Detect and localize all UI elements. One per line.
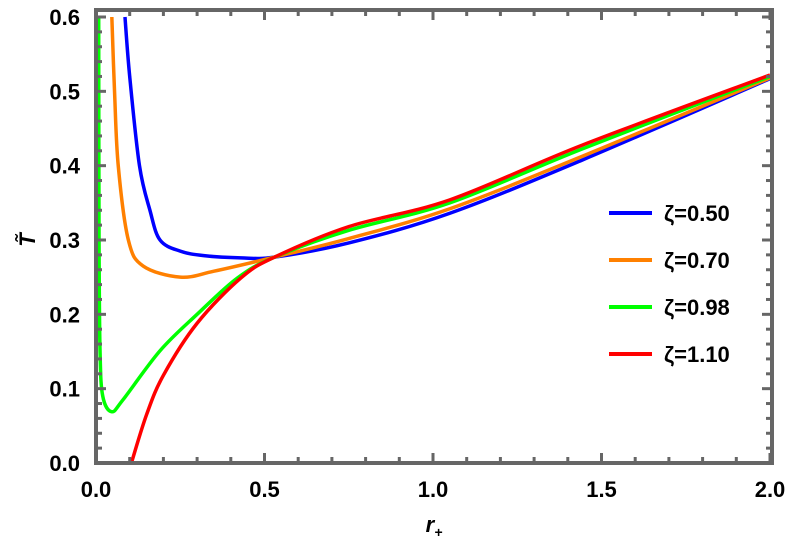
x-tick-label: 1.5 [586,477,617,502]
x-tick-label: 0.5 [249,477,280,502]
y-tick-label: 0.0 [49,451,80,476]
x-axis-label-subscript: + [434,524,442,540]
x-axis-label-main: r [426,512,436,537]
x-tick-label: 1.0 [418,477,449,502]
y-tick-label: 0.6 [49,5,80,30]
x-tick-label: 2.0 [755,477,786,502]
x-tick-label: 0.0 [81,477,112,502]
x-axis-label: r+ [426,512,443,540]
y-tick-label: 0.5 [49,79,80,104]
legend: ζ=0.50 ζ=0.70 ζ=0.98 ζ=1.10 [609,201,730,367]
ticks [94,10,772,465]
series-line-2 [96,16,771,414]
tick-labels: 0.0 0.5 1.0 1.5 2.0 0.0 0.1 0.2 0.3 0.4 0.5 0.6 [49,5,785,502]
series-line-0 [123,16,771,261]
y-tick-label: 0.2 [49,302,80,327]
y-tick-label: 0.1 [49,377,80,402]
y-tick-label: 0.3 [49,228,80,253]
curves [96,16,771,463]
plot-frame [94,8,774,465]
legend-label-2: ζ=0.98 [664,295,730,320]
legend-label-0: ζ=0.50 [664,201,730,226]
series-line-1 [110,16,771,280]
y-tick-label: 0.4 [49,154,80,179]
series-line-3 [129,73,771,463]
legend-label-1: ζ=0.70 [664,248,730,273]
legend-label-3: ζ=1.10 [664,342,730,367]
y-axis-label: T̃ [15,232,40,247]
